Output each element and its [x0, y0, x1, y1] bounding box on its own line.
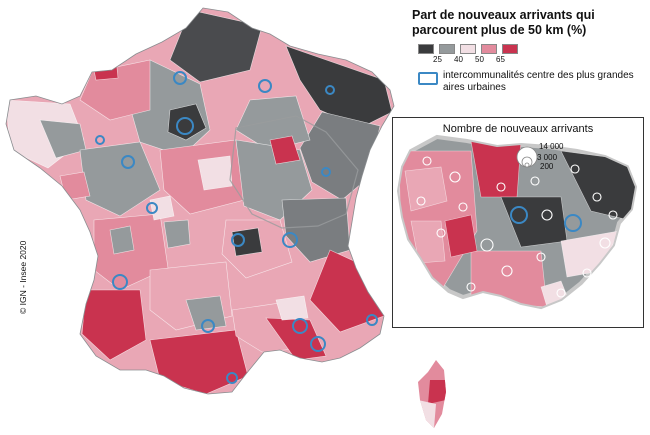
inset-epci-outlines: [510, 206, 582, 232]
legend-epci-label: intercommunalités centre des plus grande…: [443, 70, 634, 93]
legend-tick-50: 50: [475, 55, 484, 64]
legend-swatch-class-4: [481, 44, 497, 54]
bfc-region-outline: [229, 115, 359, 229]
size-legend-circles: [516, 146, 538, 168]
legend-tick-65: 65: [496, 55, 505, 64]
legend-tick-labels: 25 40 50 65: [418, 54, 644, 66]
legend-swatch-class-2: [439, 44, 455, 54]
legend-swatches: [418, 44, 644, 54]
size-legend-200: 200: [540, 162, 554, 171]
legend-swatch-class-5: [502, 44, 518, 54]
size-legend-3000: 3 000: [537, 153, 558, 162]
legend-swatch-class-1: [418, 44, 434, 54]
territory-patches: [6, 9, 393, 394]
copyright-credit: © IGN - Insee 2020: [18, 240, 28, 314]
map-legend: Part de nouveaux arrivants qui parcouren…: [412, 8, 644, 94]
legend-swatch-class-3: [460, 44, 476, 54]
legend-title: Part de nouveaux arrivants qui parcouren…: [412, 8, 595, 37]
inset-region: [396, 134, 638, 310]
corsica: [418, 360, 446, 428]
legend-epci-entry: intercommunalités centre des plus grande…: [418, 70, 644, 94]
size-legend-14000: 14 000: [539, 142, 564, 151]
inset-bfc-map: [396, 134, 638, 310]
legend-epci-swatch: [418, 72, 438, 85]
major-urban-epci-outlines: [95, 71, 378, 384]
legend-tick-25: 25: [433, 55, 442, 64]
inset-title: Nombre de nouveaux arrivants: [442, 123, 594, 135]
inset-proportional-circles: [416, 156, 618, 298]
france-mainland: [5, 7, 395, 395]
inset-map-panel: Nombre de nouveaux arrivants 14 000 3 00…: [392, 117, 644, 328]
legend-tick-40: 40: [454, 55, 463, 64]
